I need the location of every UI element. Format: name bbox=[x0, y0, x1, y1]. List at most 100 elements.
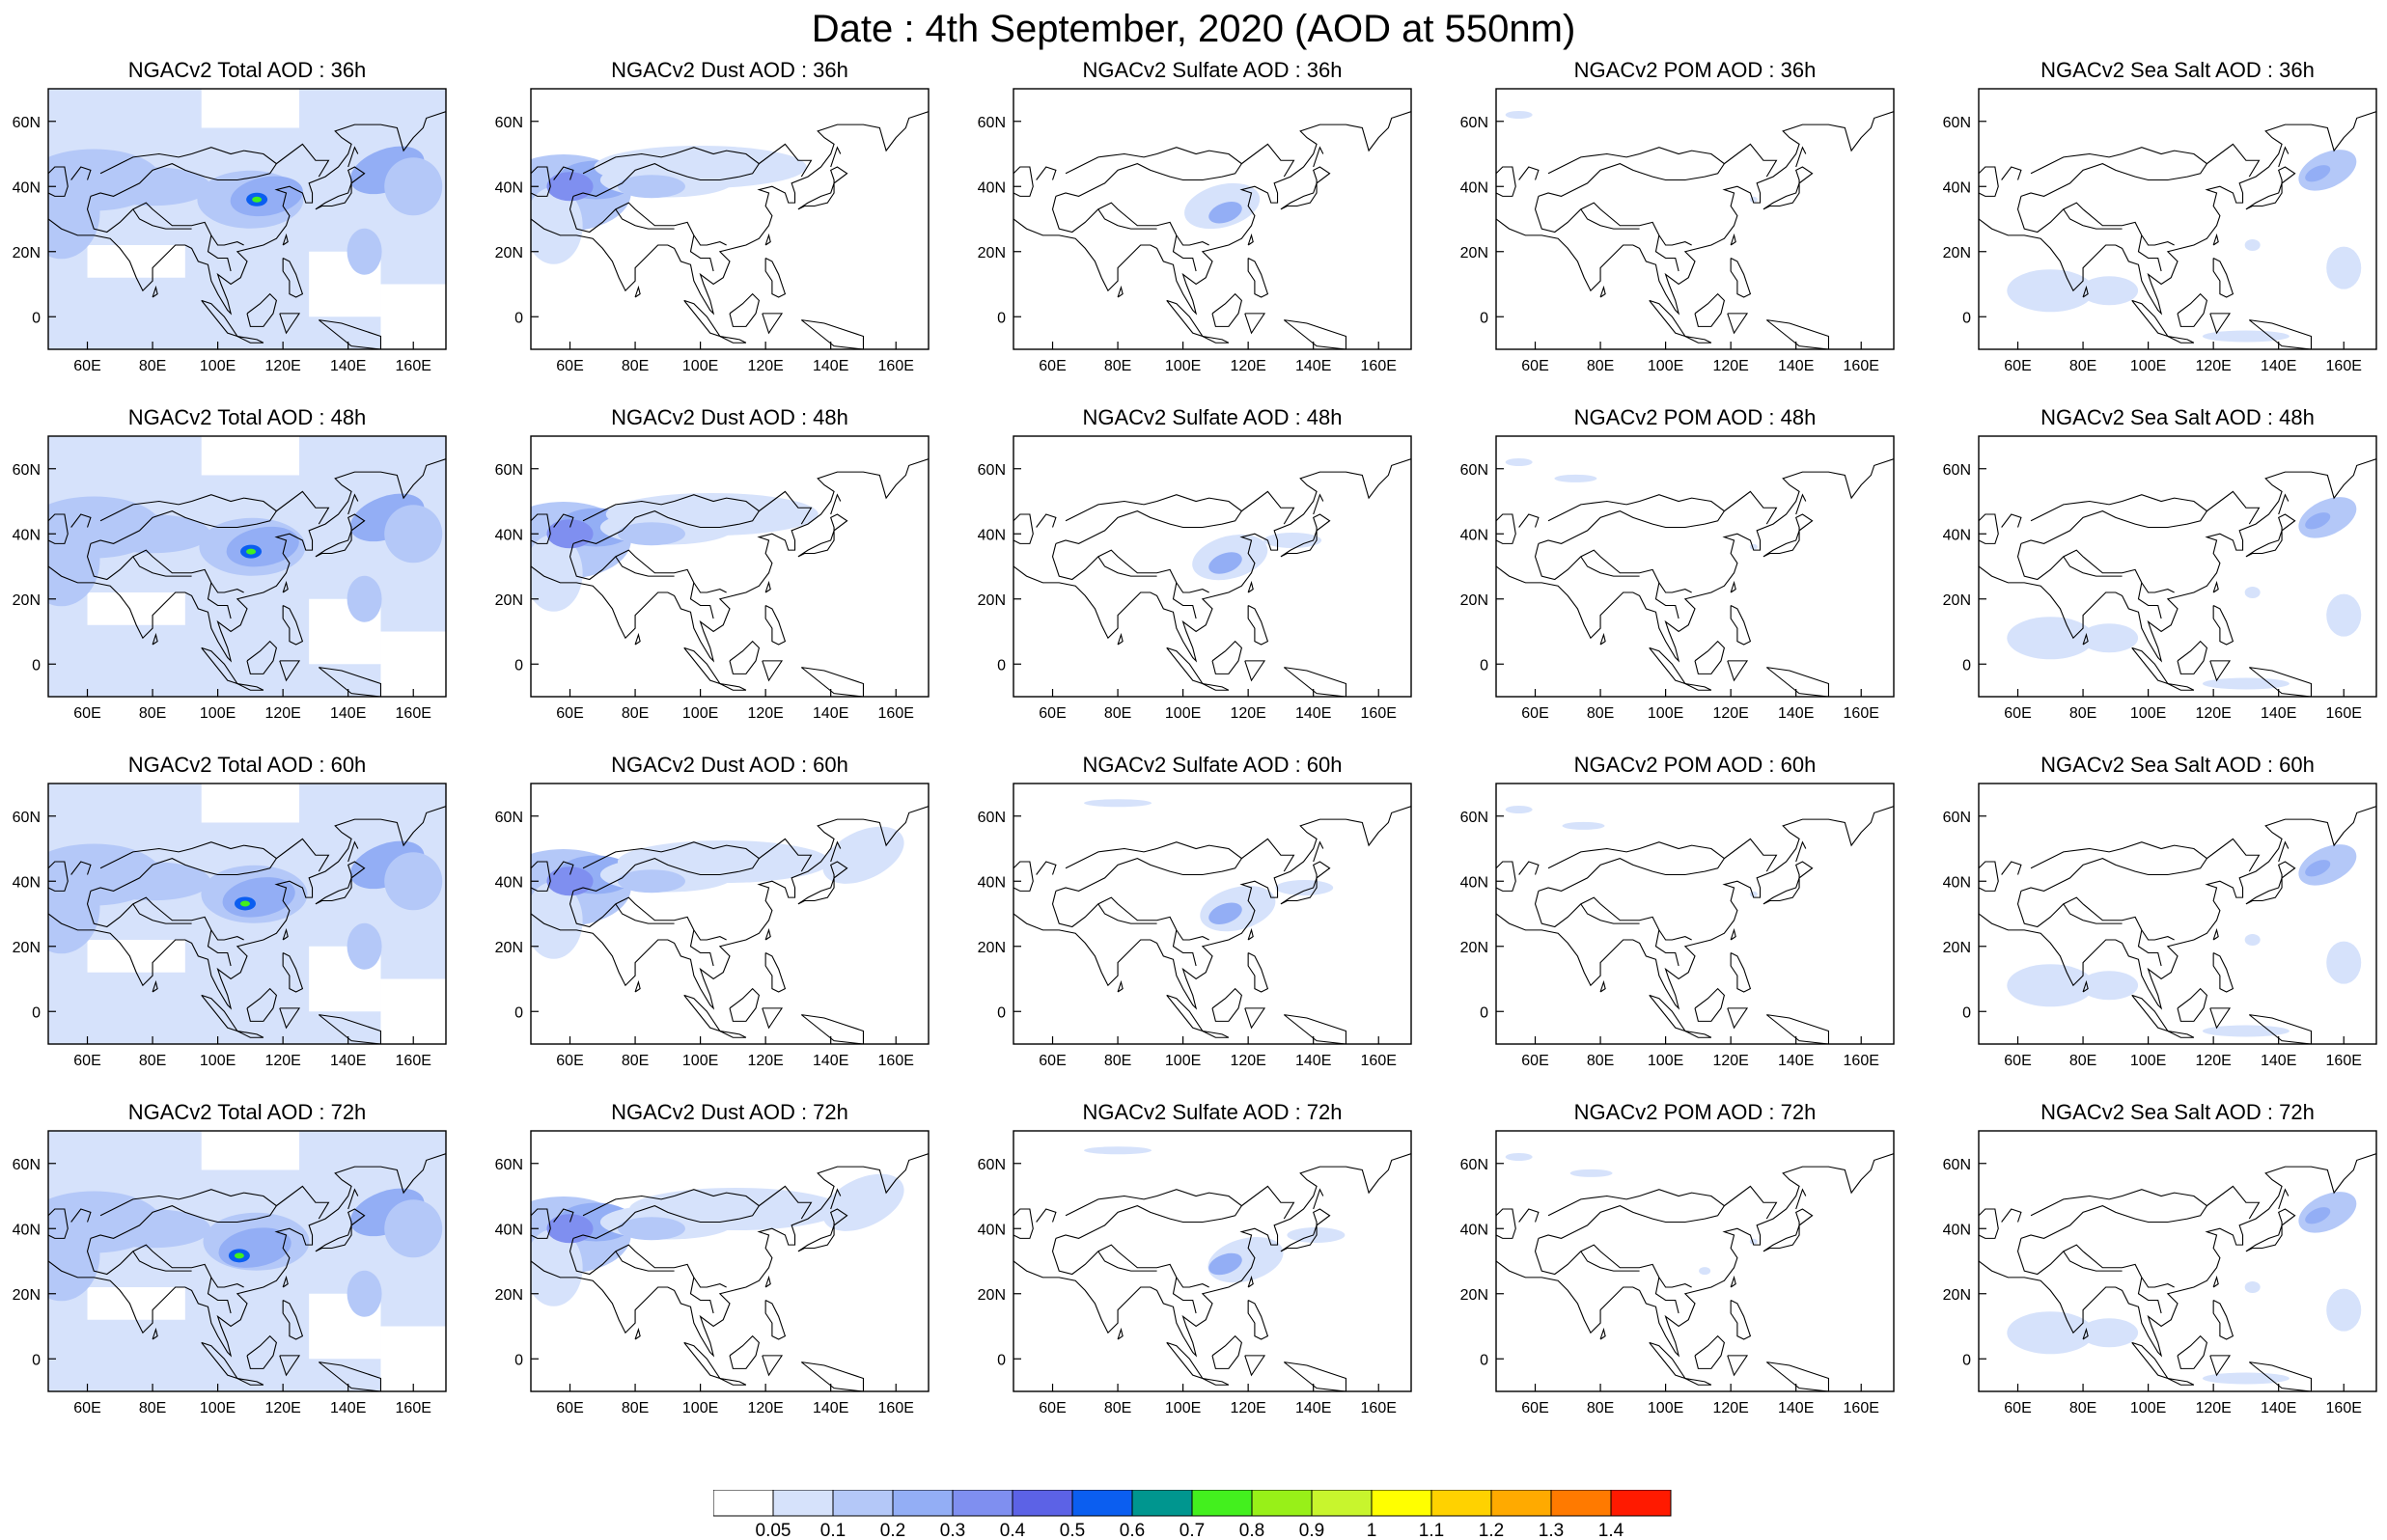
coastline-15 bbox=[1097, 1251, 1157, 1272]
y-tick-label: 0 bbox=[1480, 1352, 1488, 1368]
coastline-13 bbox=[2020, 147, 2208, 197]
y-tick-label: 40N bbox=[495, 527, 523, 543]
seasalt-region-arabian-sea bbox=[2007, 1311, 2095, 1355]
x-tick-label: 160E bbox=[878, 1400, 914, 1416]
sulfate-core bbox=[1208, 552, 1242, 574]
colorbar-swatch bbox=[713, 1490, 774, 1517]
seasalt-region-maritime bbox=[2202, 1025, 2290, 1037]
y-tick-label: 40N bbox=[495, 1222, 523, 1238]
dust-plume-pacific bbox=[822, 1173, 904, 1231]
x-tick-label: 160E bbox=[1361, 705, 1397, 722]
coastline-0 bbox=[1496, 111, 1894, 316]
coastline-3 bbox=[1117, 632, 1124, 646]
coastline-12 bbox=[553, 1208, 574, 1223]
aod-region-pacific bbox=[384, 505, 443, 564]
x-tick-label: 100E bbox=[1648, 358, 1683, 374]
coastline-0 bbox=[1013, 458, 1411, 663]
map-plot: 60E 80E 100E 120E 140E 160E 60N 40N 20N 0 bbox=[13, 1130, 447, 1416]
dust-core bbox=[546, 172, 594, 202]
clear-patch bbox=[380, 631, 446, 697]
y-tick-label: 40N bbox=[1460, 179, 1488, 196]
coastline-12 bbox=[1036, 166, 1057, 180]
seasalt-core bbox=[2305, 860, 2331, 877]
coastline-15 bbox=[615, 903, 675, 924]
coastline-1 bbox=[2245, 861, 2296, 905]
coastline-15 bbox=[615, 1251, 675, 1272]
y-tick-label: 60N bbox=[495, 1157, 523, 1173]
x-tick-label: 80E bbox=[139, 1400, 166, 1416]
x-tick-label: 100E bbox=[1165, 1400, 1201, 1416]
clear-patch bbox=[201, 436, 300, 476]
map-plot: 60E 80E 100E 120E 140E 160E 60N 40N 20N 0 bbox=[1460, 435, 1895, 722]
coastline-0 bbox=[1496, 1153, 1894, 1358]
coastline-3 bbox=[634, 285, 641, 298]
pom-patch-siberia bbox=[1554, 474, 1597, 482]
panel-title: NGACv2 Sulfate AOD : 48h bbox=[1082, 405, 1343, 429]
x-tick-label: 100E bbox=[682, 358, 718, 374]
coastline-18 bbox=[1313, 1188, 1324, 1210]
x-tick-label: 160E bbox=[1844, 358, 1879, 374]
coastline-2 bbox=[1247, 580, 1254, 593]
panel-pom-60h: NGACv2 POM AOD : 60h 60E 80E 100E 120E 140E 16… bbox=[1460, 753, 1895, 1083]
coastline-14 bbox=[569, 891, 727, 941]
dust-region-gulf bbox=[531, 186, 583, 264]
coastline-3 bbox=[1117, 1327, 1124, 1340]
x-tick-label: 120E bbox=[2195, 358, 2231, 374]
colorbar-swatch bbox=[1071, 1490, 1133, 1517]
y-tick-label: 0 bbox=[997, 310, 1006, 326]
y-tick-label: 20N bbox=[1460, 245, 1488, 261]
x-tick-label: 60E bbox=[556, 1400, 583, 1416]
y-tick-label: 20N bbox=[978, 592, 1006, 609]
y-tick-label: 40N bbox=[978, 1222, 1006, 1238]
x-tick-label: 140E bbox=[1295, 705, 1331, 722]
y-tick-label: 0 bbox=[1480, 1004, 1488, 1021]
y-tick-label: 20N bbox=[1943, 1287, 1971, 1304]
panel-pom-36h: NGACv2 POM AOD : 36h 60E 80E 100E 120E 140E 16… bbox=[1460, 58, 1895, 388]
coastline-8 bbox=[1730, 258, 1752, 298]
panel-title: NGACv2 Sulfate AOD : 36h bbox=[1082, 58, 1343, 82]
map-frame bbox=[1495, 783, 1895, 1045]
x-tick-label: 100E bbox=[2130, 358, 2166, 374]
aod-max-peak bbox=[234, 1252, 244, 1259]
clear-patch bbox=[201, 1131, 300, 1170]
map-plot: 60E 80E 100E 120E 140E 160E 60N 40N 20N 0 bbox=[1943, 783, 2377, 1069]
coastline-7 bbox=[762, 313, 784, 335]
x-tick-label: 120E bbox=[2195, 1400, 2231, 1416]
aod-field bbox=[48, 89, 446, 349]
coastline-1 bbox=[797, 861, 848, 905]
coastline-12 bbox=[70, 861, 92, 875]
coastline-5 bbox=[1684, 1030, 1712, 1038]
sulfate-plume-east bbox=[1287, 1227, 1346, 1243]
coastline-15 bbox=[1097, 903, 1157, 924]
map-frame bbox=[530, 1130, 930, 1392]
coastline-3 bbox=[1117, 285, 1124, 298]
coastline-8 bbox=[764, 258, 787, 298]
x-tick-label: 120E bbox=[2195, 1053, 2231, 1069]
x-tick-label: 80E bbox=[1104, 1400, 1131, 1416]
coastline-2 bbox=[1247, 1275, 1254, 1288]
pom-patch-west bbox=[1505, 806, 1533, 813]
pom-patch-west bbox=[1505, 458, 1533, 466]
coastline-5 bbox=[719, 1377, 747, 1386]
coastline-7 bbox=[1244, 1355, 1266, 1377]
x-tick-label: 160E bbox=[1361, 1400, 1397, 1416]
x-tick-label: 160E bbox=[878, 1053, 914, 1069]
colorbar-swatch bbox=[1311, 1490, 1373, 1517]
coastline-14 bbox=[2016, 1238, 2175, 1288]
coastline-6 bbox=[1694, 640, 1726, 674]
panel-total-48h: NGACv2 Total AOD : 48h 60E 80E 100E 120E 140E… bbox=[13, 405, 447, 735]
panel-title: NGACv2 Dust AOD : 36h bbox=[611, 58, 848, 82]
coastline-0 bbox=[531, 458, 929, 663]
x-tick-label: 100E bbox=[200, 705, 236, 722]
x-tick-label: 80E bbox=[622, 1053, 649, 1069]
clear-patch bbox=[201, 89, 300, 128]
coastline-1 bbox=[2245, 166, 2296, 210]
map-frame bbox=[47, 88, 447, 350]
panel-title: NGACv2 Sea Salt AOD : 48h bbox=[2040, 405, 2315, 429]
seasalt-region-typhoon bbox=[2326, 246, 2362, 289]
panel-title: NGACv2 POM AOD : 72h bbox=[1573, 1100, 1817, 1124]
coastline-5 bbox=[2167, 1377, 2195, 1386]
coastline-11 bbox=[1979, 1208, 1999, 1239]
colorbar-swatch bbox=[1251, 1490, 1313, 1517]
coastline-13 bbox=[572, 147, 761, 197]
